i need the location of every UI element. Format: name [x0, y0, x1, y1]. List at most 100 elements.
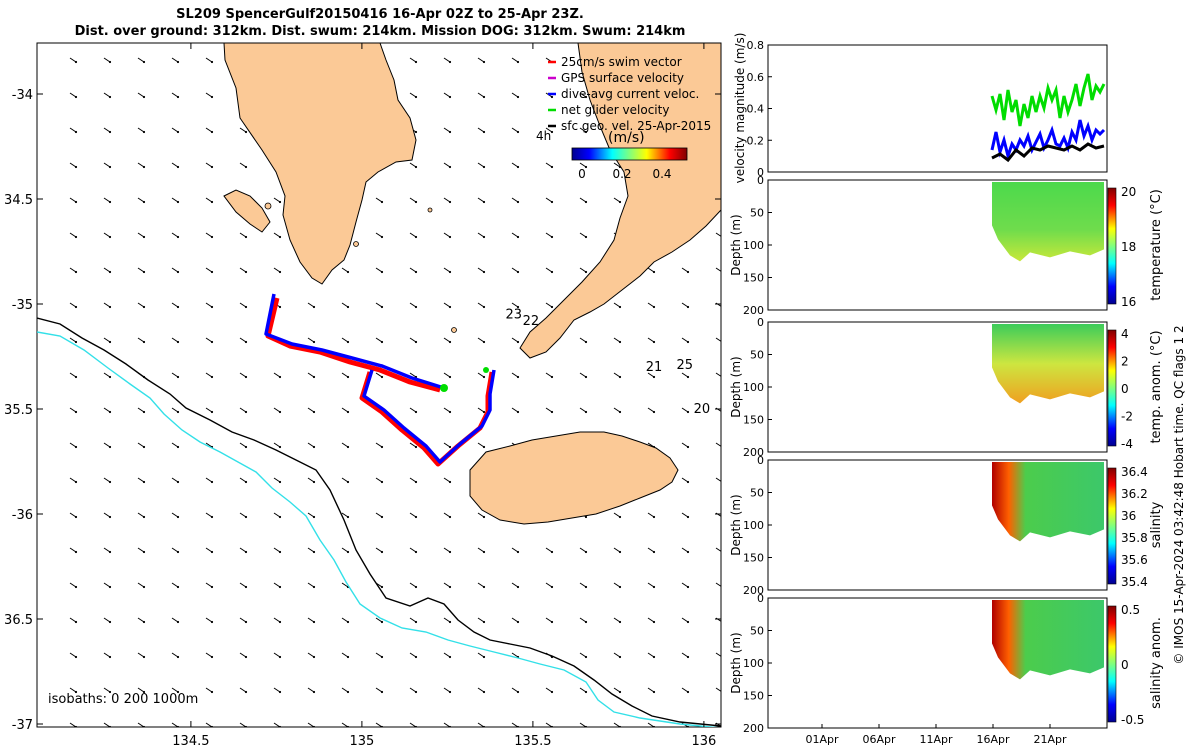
velocity-arrow-head [210, 60, 214, 64]
velocity-arrow-head [312, 375, 316, 379]
velocity-arrow-head [550, 410, 554, 414]
colorbar-tick-label: 20 [1121, 185, 1136, 199]
velocity-arrow [613, 337, 621, 343]
velocity-arrow-head [516, 585, 520, 589]
velocity-arrow [273, 512, 281, 518]
velocity-arrow-head [652, 620, 656, 624]
velocity-arrow [613, 407, 621, 413]
velocity-arrow [409, 512, 417, 518]
colorbar-tick-label: -4 [1121, 437, 1133, 451]
velocity-arrow [137, 722, 145, 727]
velocity-arrow [273, 582, 281, 588]
velocity-axes [767, 44, 1108, 173]
velocity-arrow-head [74, 130, 78, 134]
velocity-arrow [307, 337, 315, 343]
velocity-arrow-head [720, 551, 721, 553]
velocity-arrow [137, 232, 145, 238]
velocity-arrow-head [414, 60, 418, 64]
velocity-arrow [69, 442, 77, 448]
velocity-arrow-head [108, 200, 112, 204]
velocity-arrow [137, 512, 145, 518]
isobaths-label: isobaths: 0 200 1000m [48, 692, 198, 707]
velocity-arrow [579, 687, 587, 693]
velocity-arrow-head [652, 655, 656, 659]
velocity-arrow-head [448, 235, 452, 239]
date-tick-label: 06Apr [862, 733, 896, 746]
velocity-arrow [239, 512, 247, 518]
velocity-arrow-head [380, 270, 384, 274]
velocity-arrow-head [210, 515, 214, 519]
salinity-anomaly-section-axes [767, 597, 1108, 729]
velocity-arrow-head [448, 655, 452, 659]
velocity-arrow [171, 267, 179, 273]
velocity-arrow-head [482, 620, 486, 624]
velocity-arrow [239, 652, 247, 658]
colorbar-tick-label: 2 [1121, 355, 1129, 369]
velocity-arrow-head [210, 725, 214, 727]
velocity-arrow-head [108, 550, 112, 554]
colorbar-tick: 0.2 [612, 167, 631, 181]
colorbar-tick: 0.4 [652, 167, 671, 181]
velocity-arrow [103, 267, 111, 273]
velocity-arrow [341, 442, 349, 448]
velocity-arrow [613, 652, 621, 658]
velocity-arrow-head [142, 550, 146, 554]
velocity-arrow-head [686, 620, 690, 624]
velocity-arrow [171, 477, 179, 483]
velocity-arrow-head [414, 655, 418, 659]
velocity-arrow [205, 512, 213, 518]
velocity-arrow [307, 687, 315, 693]
velocity-arrow-head [142, 95, 146, 99]
velocity-arrow-head [176, 725, 180, 727]
velocity-arrow [545, 687, 553, 693]
velocity-arrow-head [142, 340, 146, 344]
velocity-arrow [239, 372, 247, 378]
velocity-arrow-head [244, 305, 248, 309]
velocity-arrow [443, 407, 451, 413]
velocity-arrow [647, 267, 655, 273]
velocity-arrow-head [312, 585, 316, 589]
velocity-arrow-head [142, 165, 146, 169]
velocity-panel: 00.20.40.60.8 velocity magnitude (m/s) [733, 33, 1108, 183]
velocity-arrow-head [550, 375, 554, 379]
velocity-arrow [341, 477, 349, 483]
velocity-arrow [69, 232, 77, 238]
velocity-arrow-head [414, 620, 418, 624]
velocity-arrow [409, 302, 417, 308]
velocity-arrow [647, 652, 655, 658]
velocity-arrow-head [516, 620, 520, 624]
date-tick-label: 21Apr [1033, 733, 1067, 746]
velocity-arrow-head [482, 725, 486, 727]
velocity-arrow-head [414, 690, 418, 694]
velocity-arrow-head [176, 550, 180, 554]
velocity-arrow [511, 127, 519, 133]
velocity-arrow [171, 302, 179, 308]
velocity-arrow [681, 442, 689, 448]
velocity-arrow [239, 127, 247, 133]
velocity-arrow-head [380, 200, 384, 204]
velocity-arrow [443, 267, 451, 273]
velocity-arrow [681, 512, 689, 518]
date-tick-label: 01Apr [805, 733, 839, 746]
map-xtick-label: 135.5 [514, 734, 551, 749]
velocity-arrow [273, 547, 281, 553]
velocity-arrow [409, 232, 417, 238]
velocity-arrow-head [312, 410, 316, 414]
velocity-arrow [443, 127, 451, 133]
velocity-arrow-head [312, 725, 316, 727]
velocity-arrow [511, 372, 519, 378]
velocity-arrow [171, 197, 179, 203]
velocity-arrow [205, 582, 213, 588]
velocity-arrow-head [142, 60, 146, 64]
velocity-arrow-head [176, 305, 180, 309]
glider-track-current [264, 293, 496, 464]
temp-anomaly-section-colorbar [1107, 329, 1117, 447]
velocity-arrow [273, 687, 281, 693]
velocity-arrow-head [448, 165, 452, 169]
isobath-200m [37, 317, 721, 727]
velocity-arrow-head [244, 270, 248, 274]
velocity-arrow-head [414, 130, 418, 134]
velocity-arrow [681, 617, 689, 623]
velocity-arrow [511, 652, 519, 658]
velocity-arrow [579, 162, 587, 168]
